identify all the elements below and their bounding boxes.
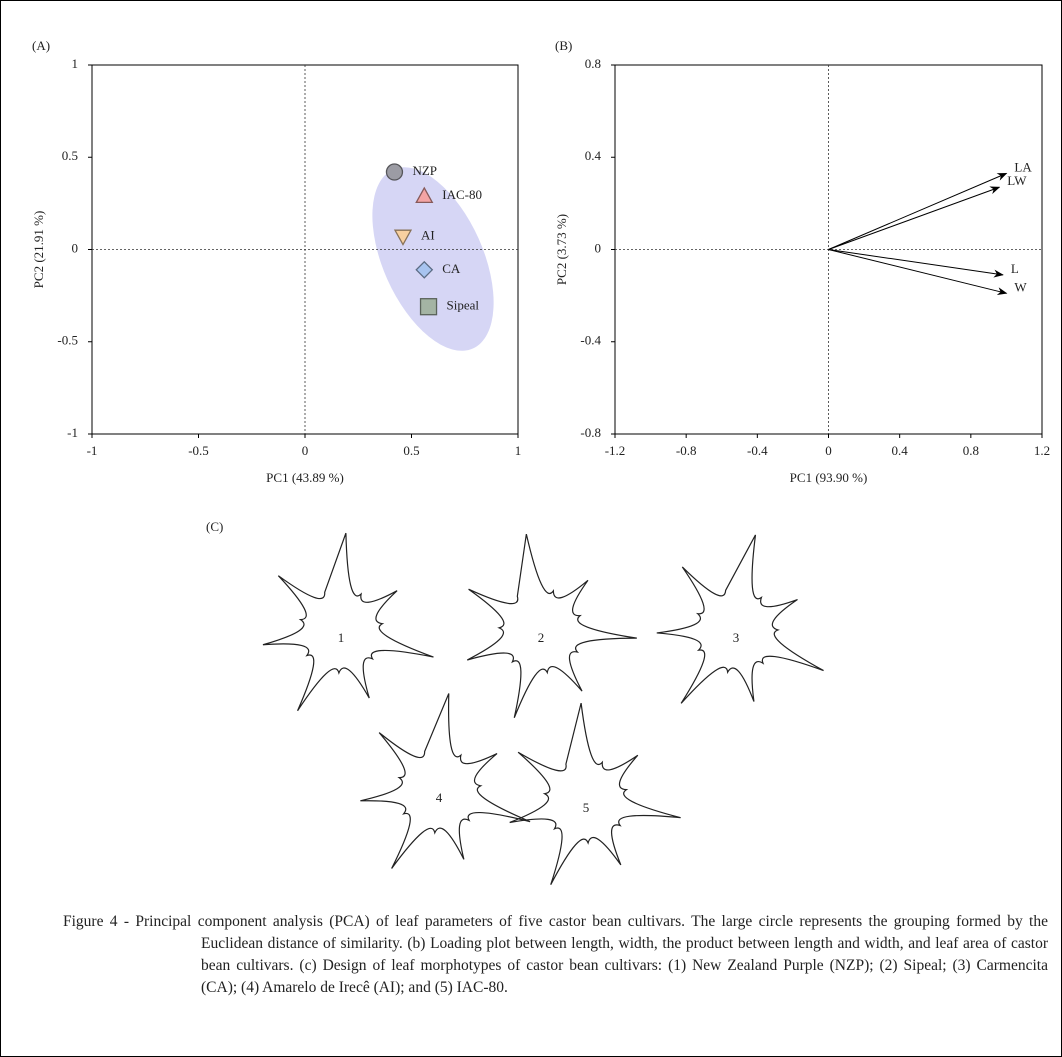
vector-label: L <box>1011 261 1019 276</box>
cluster-ellipse <box>372 167 494 351</box>
panel-label: (B) <box>555 38 572 53</box>
vector-label: LA <box>1014 159 1032 174</box>
x-axis-label: PC1 (93.90 %) <box>790 470 868 485</box>
y-tick-label: -0.5 <box>57 333 78 348</box>
point-label: Sipeal <box>447 298 480 313</box>
point-label: NZP <box>412 163 437 178</box>
leaf-outline <box>262 532 434 712</box>
y-axis-label: PC2 (3.73 %) <box>554 214 569 285</box>
x-tick-label: 0 <box>825 443 832 458</box>
leaf-outline <box>360 693 531 869</box>
leaf-number: 1 <box>338 630 345 645</box>
point-label: AI <box>421 228 435 243</box>
point-label: CA <box>442 261 461 276</box>
x-axis-label: PC1 (43.89 %) <box>266 470 344 485</box>
leaf-outline <box>656 534 824 704</box>
leaf-number: 2 <box>538 630 545 645</box>
x-tick-label: -0.5 <box>188 443 209 458</box>
caption: Figure 4 - Principal component analysis … <box>63 913 1048 996</box>
vector-label: LW <box>1007 173 1027 188</box>
leaf-drawings: 1 2 3 4 5 <box>262 532 824 885</box>
point <box>415 260 434 279</box>
x-tick-label: 0.8 <box>963 443 979 458</box>
point <box>385 163 404 181</box>
loading-vector <box>828 249 1008 296</box>
point <box>415 186 434 204</box>
loading-vector <box>828 186 1001 250</box>
leaf-outline <box>509 702 681 885</box>
y-tick-label: -0.4 <box>580 333 601 348</box>
leaf-number: 5 <box>583 800 590 815</box>
x-tick-label: -1 <box>87 443 98 458</box>
figure-panels: (C) 1 2 3 4 5 (A) -1 -0.5 0 0.5 1 -1 -0.5 0 0.5 1 PC1 (… <box>31 38 1050 885</box>
vector-label: W <box>1014 279 1027 294</box>
leaf-number: 3 <box>733 630 740 645</box>
y-tick-label: 0.5 <box>62 148 78 163</box>
leaf-number: 4 <box>436 790 443 805</box>
panel-label: (A) <box>32 38 50 53</box>
x-tick-label: 0 <box>302 443 309 458</box>
loading-vector <box>828 249 1004 278</box>
y-tick-label: -1 <box>67 425 78 440</box>
x-tick-label: 1.2 <box>1034 443 1050 458</box>
leaf-outline <box>466 533 637 719</box>
x-tick-label: 0.5 <box>403 443 419 458</box>
y-tick-label: 0.4 <box>585 148 602 163</box>
y-tick-label: 0 <box>595 240 602 255</box>
y-axis-label: PC2 (21.91 %) <box>31 211 46 289</box>
x-tick-label: 1 <box>515 443 522 458</box>
point <box>393 229 413 246</box>
point <box>419 298 438 316</box>
x-tick-label: -0.8 <box>676 443 697 458</box>
y-tick-label: 1 <box>72 56 79 71</box>
loading-vector <box>828 172 1008 250</box>
y-tick-label: 0.8 <box>585 56 601 71</box>
x-tick-label: 0.4 <box>892 443 909 458</box>
point-label: IAC-80 <box>442 187 482 202</box>
x-tick-label: -0.4 <box>747 443 768 458</box>
x-tick-label: -1.2 <box>605 443 626 458</box>
y-tick-label: -0.8 <box>580 425 601 440</box>
panel-label: (C) <box>206 519 223 534</box>
y-tick-label: 0 <box>72 240 79 255</box>
